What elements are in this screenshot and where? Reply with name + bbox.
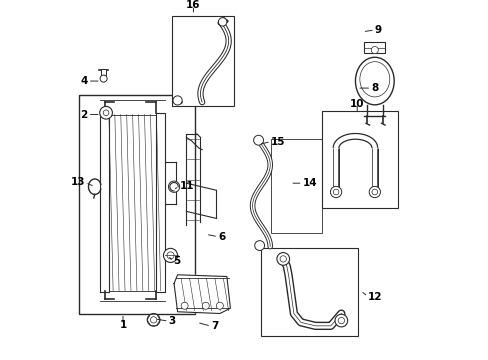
Bar <box>101 69 106 75</box>
Circle shape <box>254 240 264 251</box>
Bar <box>270 139 321 233</box>
Circle shape <box>334 314 347 327</box>
Text: 9: 9 <box>374 25 381 35</box>
Circle shape <box>330 186 341 198</box>
Circle shape <box>173 96 182 105</box>
Circle shape <box>371 189 377 195</box>
Circle shape <box>218 18 226 26</box>
Text: 10: 10 <box>349 99 364 109</box>
Text: 12: 12 <box>367 292 382 302</box>
Bar <box>79 95 195 314</box>
Circle shape <box>202 302 209 309</box>
Circle shape <box>150 317 157 323</box>
Bar <box>364 42 385 53</box>
Circle shape <box>338 318 344 324</box>
Circle shape <box>167 252 174 259</box>
Circle shape <box>100 75 107 82</box>
Circle shape <box>276 253 289 265</box>
Bar <box>261 248 358 336</box>
Circle shape <box>280 256 286 262</box>
Text: 3: 3 <box>168 316 176 326</box>
Bar <box>172 16 233 106</box>
Text: 15: 15 <box>270 137 285 147</box>
Circle shape <box>253 135 263 145</box>
Polygon shape <box>174 275 230 314</box>
Circle shape <box>333 189 338 195</box>
Circle shape <box>103 110 109 116</box>
Text: 5: 5 <box>173 256 180 266</box>
Bar <box>321 111 397 208</box>
Text: 7: 7 <box>211 321 218 331</box>
Circle shape <box>370 46 378 54</box>
Circle shape <box>100 107 112 119</box>
Ellipse shape <box>355 57 393 105</box>
Text: 14: 14 <box>302 178 317 188</box>
Text: 16: 16 <box>186 0 200 10</box>
Circle shape <box>216 302 223 309</box>
Text: 11: 11 <box>179 181 193 191</box>
Circle shape <box>181 302 188 309</box>
Circle shape <box>147 314 160 326</box>
Ellipse shape <box>359 62 389 97</box>
Text: 1: 1 <box>119 320 126 330</box>
Circle shape <box>368 186 380 198</box>
Text: 2: 2 <box>81 109 87 120</box>
Circle shape <box>168 181 179 192</box>
Text: 13: 13 <box>71 177 85 188</box>
Circle shape <box>163 248 177 262</box>
Text: 4: 4 <box>80 76 87 86</box>
Bar <box>102 110 110 116</box>
Text: 8: 8 <box>370 83 378 93</box>
Text: 6: 6 <box>218 232 225 242</box>
